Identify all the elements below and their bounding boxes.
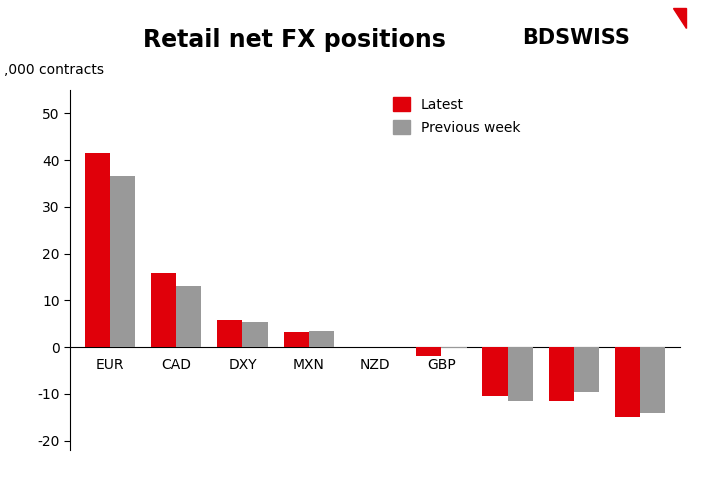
Text: ,000 contracts: ,000 contracts xyxy=(4,64,104,78)
Text: BDSWISS: BDSWISS xyxy=(522,28,630,48)
Bar xyxy=(482,347,508,396)
Bar xyxy=(217,320,243,347)
Bar xyxy=(308,331,334,347)
Text: Retail net FX positions: Retail net FX positions xyxy=(143,28,446,52)
Bar xyxy=(243,322,268,347)
Bar xyxy=(442,347,467,348)
Bar xyxy=(615,347,640,418)
Bar xyxy=(85,153,110,347)
Bar xyxy=(640,347,665,412)
Bar xyxy=(151,274,176,347)
Bar xyxy=(176,286,201,347)
Bar xyxy=(283,332,308,347)
Bar xyxy=(416,347,442,356)
Legend: Latest, Previous week: Latest, Previous week xyxy=(393,97,521,135)
Bar xyxy=(508,347,533,401)
Bar xyxy=(549,347,574,401)
Bar xyxy=(574,347,599,392)
Bar xyxy=(110,176,135,347)
